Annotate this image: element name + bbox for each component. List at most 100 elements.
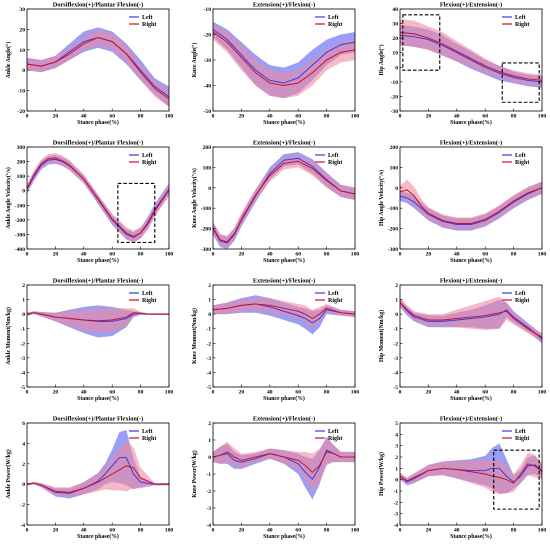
chart-panel: Flexion(+)/Extension(-)0 20 40 60 80 100-5-4-… <box>378 278 546 403</box>
series-line-left <box>213 28 355 84</box>
x-tick-label: 0 <box>26 114 29 120</box>
chart-panel: Dorsiflexion(+)/Plantar Flexion(-) 0 20 40 6… <box>5 2 173 127</box>
chart-panel: Flexion(+)/Extension(-) 0 20 40 60 80 100 -300 -… <box>378 140 546 265</box>
legend-label-left: Left <box>515 291 526 297</box>
x-tick-label: 100 <box>165 114 174 120</box>
x-tick-label: 80 <box>324 390 330 396</box>
x-tick-label: 0 <box>399 114 402 120</box>
y-axis-label: Knee Moment(Nm/kg) <box>191 308 198 364</box>
series-line-left <box>400 464 542 483</box>
x-tick-label: 40 <box>81 390 87 396</box>
y-tick-label: -20 <box>391 94 399 100</box>
y-tick-label: 30 <box>19 7 25 13</box>
legend-label-right: Right <box>515 22 529 28</box>
x-tick-label: 40 <box>81 114 87 120</box>
y-tick-label: -3 <box>206 356 211 362</box>
y-tick-label: 20 <box>19 27 25 33</box>
plot-area <box>213 436 355 500</box>
x-tick-label: 0 <box>26 390 29 396</box>
x-tick-label: 80 <box>138 390 144 396</box>
highlight-box <box>493 449 540 510</box>
chart-title: Flexion(+)/Extension(-) <box>440 2 502 9</box>
x-tick-label: 40 <box>267 390 273 396</box>
y-tick-label: 200 <box>17 160 26 166</box>
y-tick-label: -2 <box>20 503 25 509</box>
x-tick-label: 100 <box>351 528 360 534</box>
sd-band-right <box>400 452 542 495</box>
y-tick-label: 10 <box>19 48 25 54</box>
highlight-box <box>402 14 441 71</box>
axes-frame <box>26 8 170 112</box>
x-axis-label: Stance phase(%) <box>77 119 119 126</box>
x-tick-label: 100 <box>351 114 360 120</box>
legend-label-left: Left <box>328 15 339 21</box>
y-axis-label: Ankle Angle(°) <box>5 42 12 79</box>
y-tick-label: 0 <box>395 312 398 318</box>
axes-frame <box>399 146 543 250</box>
x-tick-label: 100 <box>351 390 360 396</box>
legend-label-right: Right <box>515 436 529 442</box>
y-tick-label: 0 <box>208 312 211 318</box>
y-tick-label: -100 <box>201 206 211 212</box>
legend-label-left: Left <box>328 291 339 297</box>
x-tick-label: 60 <box>482 252 488 258</box>
y-tick-label: -100 <box>388 206 398 212</box>
chart-panel: Extension(+)/Flexion(-)0 20 40 60 80 100-4-3-… <box>191 416 359 541</box>
y-tick-label: -4 <box>20 523 25 529</box>
chart-panel: Flexion(+)/Extension(-)0 20 40 60 80 100-4-3-… <box>378 416 546 541</box>
legend-label-right: Right <box>328 160 342 166</box>
x-tick-label: 0 <box>399 252 402 258</box>
x-tick-label: 60 <box>109 252 115 258</box>
y-axis-label: Ankle Moment(Nm/kg) <box>5 307 12 365</box>
x-tick-label: 100 <box>351 252 360 258</box>
axes-frame <box>26 146 170 250</box>
plot-area <box>27 305 169 338</box>
y-tick-label: 2 <box>208 283 211 289</box>
plot-area <box>400 443 542 495</box>
x-tick-label: 0 <box>212 390 215 396</box>
x-tick-label: 20 <box>53 114 59 120</box>
chart-title: Dorsiflexion(+)/Plantar Flexion(-) <box>53 2 143 9</box>
y-tick-label: -1 <box>393 327 398 333</box>
y-tick-label: 3 <box>395 444 398 450</box>
axes-frame <box>399 422 543 526</box>
x-tick-label: 60 <box>482 114 488 120</box>
x-tick-label: 20 <box>239 528 245 534</box>
legend-label-right: Right <box>142 298 156 304</box>
x-tick-label: 80 <box>324 252 330 258</box>
y-tick-label: -3 <box>393 512 398 518</box>
y-tick-label: 2 <box>208 421 211 427</box>
x-tick-label: 80 <box>511 252 517 258</box>
x-tick-label: 20 <box>426 390 432 396</box>
axes-frame <box>26 422 170 526</box>
x-axis-label: Stance phase(%) <box>263 257 305 264</box>
y-tick-label: -1 <box>206 327 211 333</box>
x-tick-label: 80 <box>511 390 517 396</box>
x-tick-label: 20 <box>53 252 59 258</box>
legend-label-left: Left <box>328 153 339 159</box>
x-tick-label: 80 <box>138 528 144 534</box>
series-line-right <box>213 451 355 473</box>
y-tick-label: 100 <box>203 165 212 171</box>
plot-area <box>400 296 542 344</box>
sd-band-right <box>213 438 355 491</box>
highlight-box <box>501 62 540 103</box>
y-tick-label: -3 <box>206 506 211 512</box>
y-tick-label: -300 <box>388 247 398 253</box>
y-tick-label: -4 <box>206 523 211 529</box>
y-tick-label: 30 <box>392 22 398 28</box>
y-tick-label: -4 <box>393 523 398 529</box>
y-tick-label: -400 <box>15 247 25 253</box>
x-tick-label: 100 <box>538 252 547 258</box>
legend-label-left: Left <box>515 429 526 435</box>
x-tick-label: 100 <box>165 390 174 396</box>
y-tick-label: -4 <box>20 370 25 376</box>
y-tick-label: 0 <box>208 455 211 461</box>
legend-label-left: Left <box>515 153 526 159</box>
y-tick-label: 4 <box>395 432 398 438</box>
x-tick-label: 20 <box>426 114 432 120</box>
axes-frame <box>399 284 543 388</box>
x-tick-label: 60 <box>109 528 115 534</box>
series-line-right <box>400 302 542 338</box>
